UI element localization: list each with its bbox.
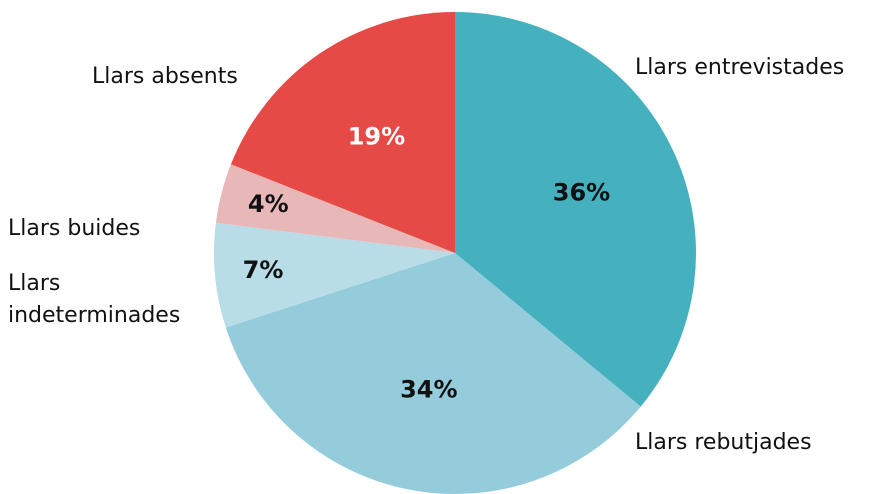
slice-label: Llars entrevistades [635,55,845,80]
slice-label: Llars indeterminades [8,271,181,328]
pie-slice [455,12,697,407]
value-label: 36% [553,178,610,206]
slice-label: Llars absents [92,64,238,89]
pie-slice [225,253,641,494]
value-label: 4% [248,190,289,218]
pie-slice [214,222,455,328]
value-label: 7% [243,256,284,284]
value-label: 34% [400,375,457,403]
pie-slice [215,164,455,253]
slice-label: Llars rebutjades [635,430,812,455]
slice-label: Llars buides [8,216,141,241]
value-label: 19% [348,122,405,150]
pie-slice [230,12,455,253]
